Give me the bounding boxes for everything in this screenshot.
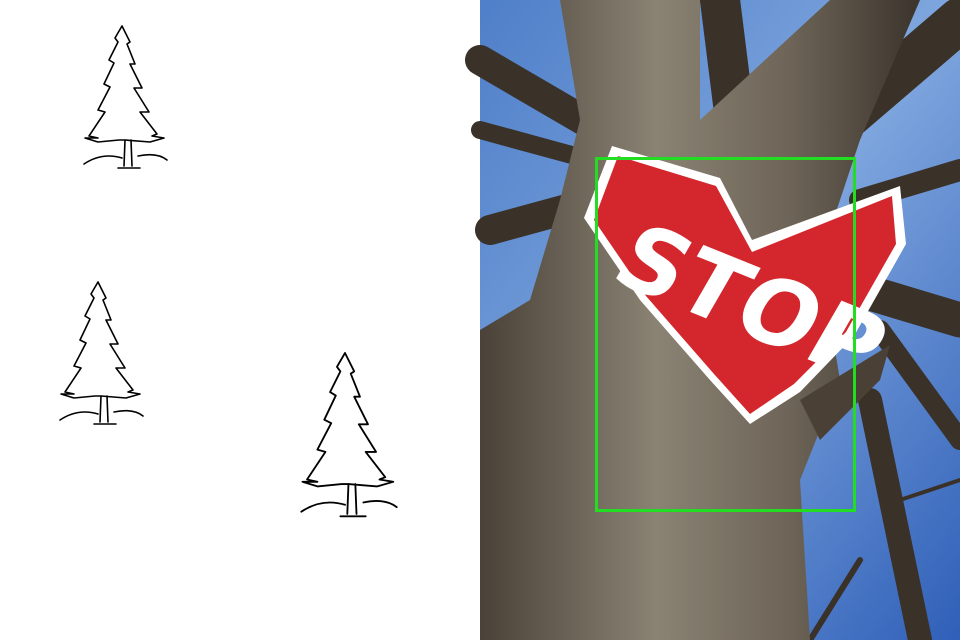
bounding-box bbox=[595, 157, 856, 512]
photo-panel: STOP bbox=[465, 0, 960, 640]
sketch-panel bbox=[59, 25, 398, 518]
